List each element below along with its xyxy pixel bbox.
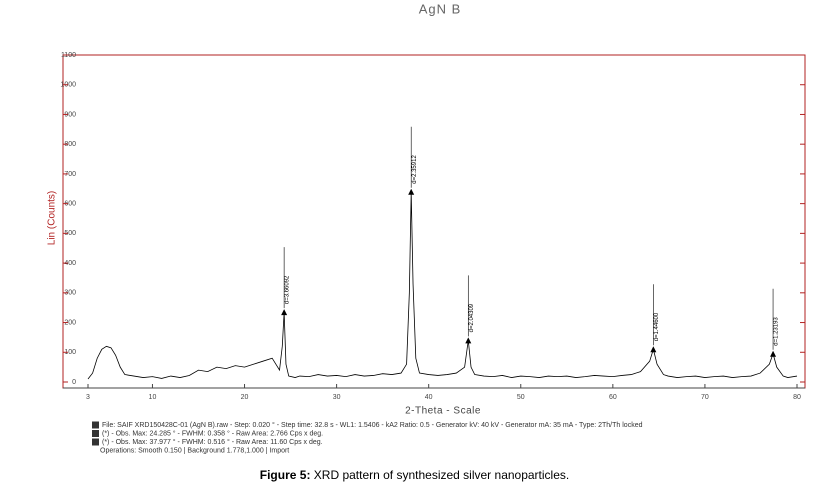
y-tick-label: 0 <box>72 379 76 386</box>
info-line: Operations: Smooth 0.150 | Background 1.… <box>100 447 289 454</box>
x-tick-label: 20 <box>241 394 249 401</box>
chart-title: AgN B <box>419 1 462 16</box>
y-tick-label: 100 <box>64 349 76 356</box>
peak-label: d=1.23193 <box>774 317 780 346</box>
x-tick-label: 40 <box>425 394 433 401</box>
y-tick-label: 900 <box>64 111 76 118</box>
peak-label: d=2.35912 <box>412 155 418 184</box>
y-tick-label: 1000 <box>60 82 76 89</box>
x-tick-label: 60 <box>609 394 617 401</box>
y-tick-label: 600 <box>64 200 76 207</box>
x-axis-label: 2-Theta - Scale <box>405 406 481 417</box>
info-line: (*) - Obs. Max: 24.285 ° - FWHM: 0.358 °… <box>102 429 323 437</box>
legend-icon <box>92 421 99 429</box>
x-tick-label: 30 <box>333 394 341 401</box>
y-axis-label: Lin (Counts) <box>47 191 58 245</box>
caption-label: Figure 5: <box>259 468 311 482</box>
y-tick-label: 700 <box>64 171 76 178</box>
info-line: File: SAIF XRD150428C-01 (AgN B).raw - S… <box>102 421 643 429</box>
y-tick-label: 300 <box>64 290 76 297</box>
y-tick-label: 1100 <box>61 52 76 59</box>
x-tick-label: 3 <box>86 394 90 401</box>
x-tick-label: 50 <box>517 394 525 401</box>
peak-marker <box>650 346 657 353</box>
x-tick-label: 80 <box>793 394 801 401</box>
x-tick-label: 70 <box>701 394 709 401</box>
chart: AgN B Lin (Counts) 2-Theta - Scale 0 100 2… <box>47 1 806 454</box>
caption-text: XRD pattern of synthesized silver nanopa… <box>310 468 570 482</box>
legend-icon <box>92 430 99 437</box>
legend-icon <box>92 438 99 446</box>
y-tick-label: 800 <box>64 141 76 148</box>
y-tick-label: 400 <box>64 260 76 267</box>
peak-label: d=3.66092 <box>285 275 291 304</box>
peak-marker <box>465 337 472 344</box>
y-tick-label: 500 <box>64 230 76 237</box>
xrd-line <box>87 191 798 380</box>
peak-marker <box>408 188 415 195</box>
figure-caption: Figure 5: XRD pattern of synthesized sil… <box>0 468 829 482</box>
y-tick-label: 200 <box>64 319 76 326</box>
peak-marker <box>770 350 777 357</box>
peak-marker <box>281 309 288 316</box>
info-line: (*) - Obs. Max: 37.977 ° - FWHM: 0.516 °… <box>102 438 323 446</box>
peak-label: d=1.44600 <box>654 312 660 341</box>
x-tick-label: 10 <box>149 394 157 401</box>
peak-label: d=2.04309 <box>469 303 475 332</box>
plot-frame <box>62 54 806 389</box>
